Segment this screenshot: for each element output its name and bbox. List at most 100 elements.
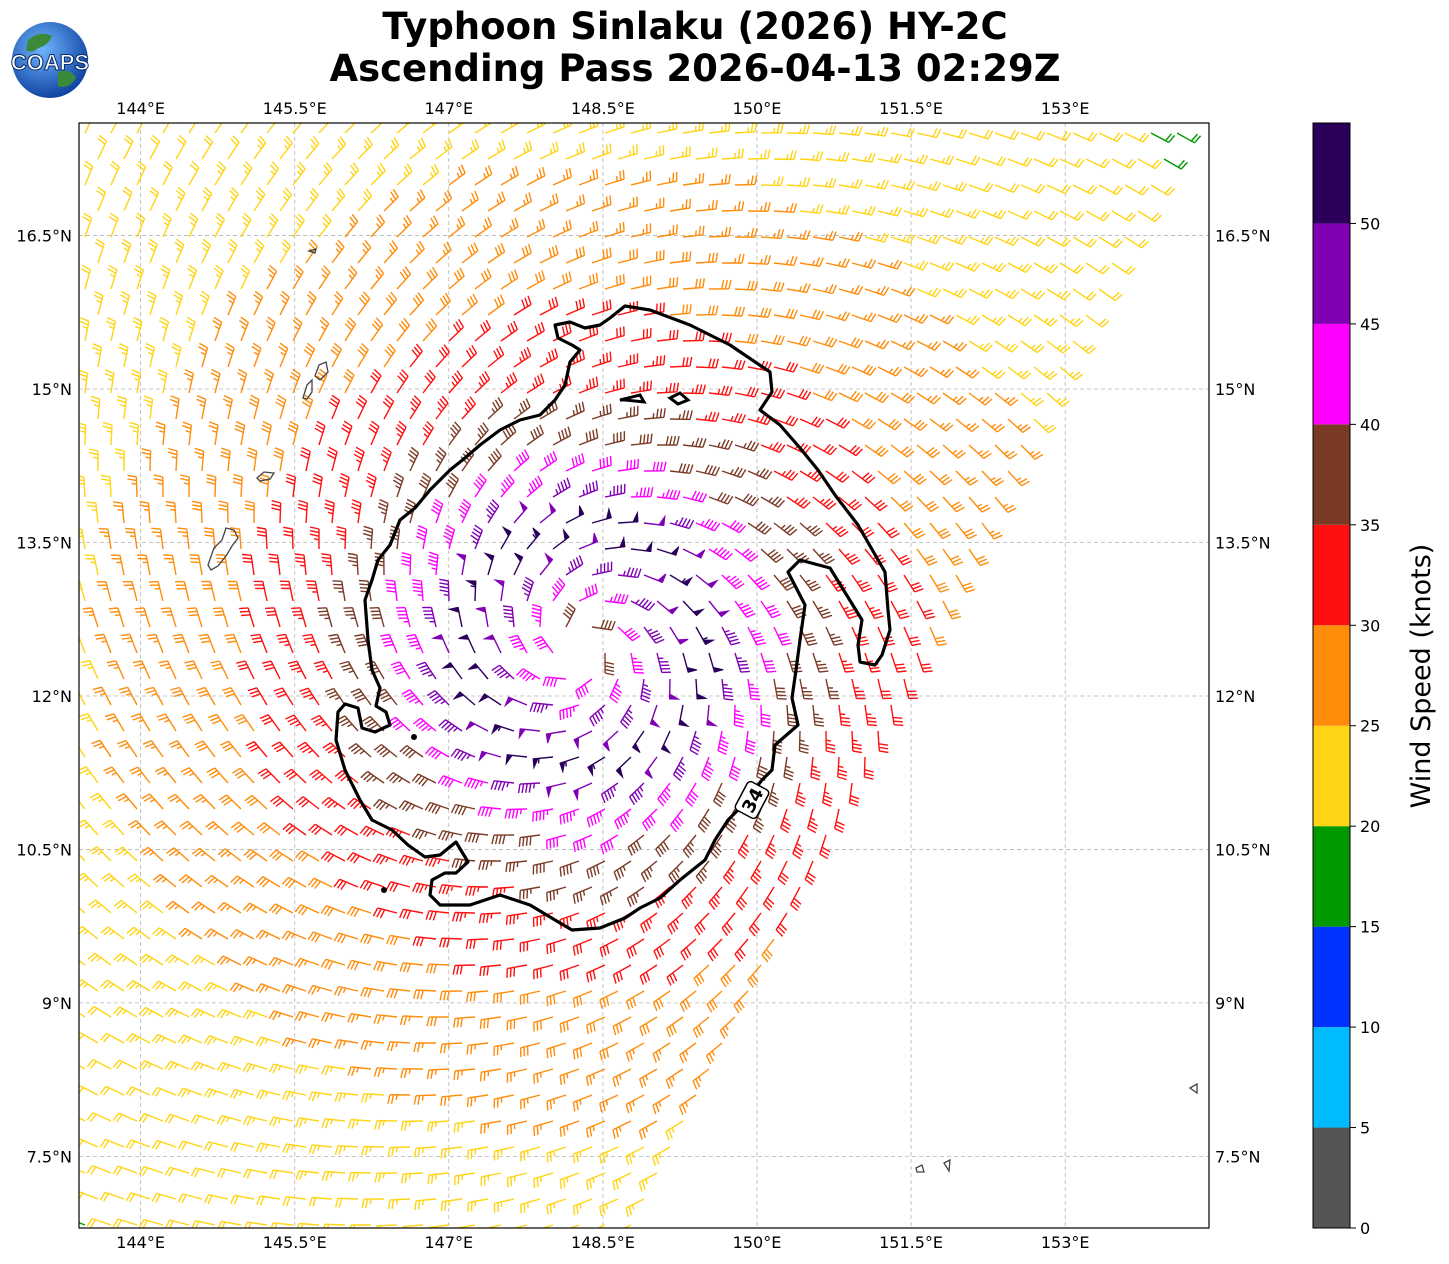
wind-barb	[578, 168, 599, 186]
wind-barb	[87, 1005, 112, 1018]
wind-barb	[955, 314, 981, 326]
wind-barb	[269, 849, 294, 862]
wind-barb	[177, 527, 190, 550]
wind-barb	[734, 652, 751, 673]
wind-barb	[903, 207, 929, 218]
wind-barb	[303, 342, 316, 368]
wind-barb	[625, 1042, 645, 1062]
wind-barb	[79, 1064, 86, 1070]
wind-barb	[838, 548, 861, 565]
wind-barb	[604, 221, 625, 238]
wind-barb	[838, 337, 864, 349]
wind-barb	[942, 548, 964, 567]
wind-barb	[439, 1042, 463, 1054]
wind-barb	[666, 1016, 684, 1038]
wind-barb	[890, 444, 915, 458]
wind-barb	[1007, 470, 1030, 487]
wind-barb	[187, 264, 198, 290]
wind-barb	[214, 123, 223, 134]
wind-barb	[487, 397, 504, 420]
wind-barb	[279, 238, 292, 264]
wind-barb	[747, 521, 772, 535]
wind-barb	[838, 652, 855, 673]
wind-barb	[164, 1060, 190, 1071]
wind-barb	[798, 730, 809, 754]
wind-barb	[695, 147, 718, 160]
wind-barb	[493, 1198, 515, 1213]
wind-barb	[94, 238, 105, 264]
wind-barb	[773, 308, 798, 320]
island-saipan	[314, 361, 329, 381]
wind-barb	[474, 123, 493, 134]
island-islet-3	[943, 1158, 951, 1173]
wind-barb	[708, 279, 732, 290]
island-anatahan	[306, 248, 317, 254]
wind-barb	[461, 293, 478, 316]
wind-barb	[513, 192, 533, 212]
wind-barb	[435, 189, 453, 212]
wind-barb	[586, 808, 606, 828]
wind-barb	[204, 874, 229, 888]
wind-barb	[414, 1198, 437, 1211]
wind-barb	[864, 704, 878, 727]
wind-barb	[559, 704, 580, 721]
wind-barb	[1059, 366, 1084, 381]
wind-barb	[94, 633, 112, 654]
wind-barb	[395, 420, 407, 446]
lat-tick-right: 15°N	[1215, 380, 1255, 399]
wind-barb	[201, 238, 212, 264]
wind-barb	[1059, 157, 1085, 168]
island-tinian	[302, 378, 313, 400]
wind-barb	[1020, 183, 1046, 194]
wind-barb	[113, 899, 138, 914]
wind-barb	[398, 854, 424, 866]
wind-barb	[493, 990, 515, 1004]
wind-barb-flag	[632, 742, 641, 754]
wind-barb	[203, 1141, 229, 1152]
wind-barb-flag	[587, 763, 594, 778]
wind-barb	[396, 317, 411, 342]
wind-barb	[807, 808, 819, 834]
wind-barb	[294, 904, 320, 916]
wind-barb	[412, 717, 437, 732]
wind-barb	[448, 123, 465, 134]
wind-barb	[546, 834, 567, 850]
wind-barb	[491, 834, 515, 845]
wind-barb	[903, 418, 928, 431]
wind-barb	[154, 766, 177, 784]
wind-barb	[851, 258, 877, 269]
wind-barb	[480, 1068, 502, 1082]
wind-barb	[505, 860, 528, 873]
wind-barb	[383, 291, 398, 316]
colorbar-cell	[1313, 323, 1350, 425]
wind-barb	[627, 834, 645, 856]
wind-barb	[812, 443, 838, 456]
wind-barb	[994, 183, 1020, 194]
wind-barb	[1072, 131, 1098, 142]
wind-barb	[721, 201, 745, 212]
wind-barb	[302, 633, 320, 654]
wind-barb	[201, 135, 214, 160]
wind-barb	[170, 686, 190, 706]
wind-barb	[812, 496, 837, 510]
wind-barb	[453, 1120, 476, 1133]
wind-barb	[253, 580, 268, 602]
wind-barb	[177, 1087, 203, 1098]
wind-barb	[916, 600, 936, 620]
wind-barb	[760, 281, 785, 292]
wind-barb	[604, 483, 626, 498]
wind-barb	[542, 676, 567, 688]
wind-barb	[409, 292, 425, 316]
wind-barb	[629, 782, 645, 806]
wind-barb	[500, 474, 515, 498]
wind-barb	[279, 135, 293, 160]
colorbar-cell	[1313, 223, 1350, 324]
wind-barb	[162, 123, 170, 134]
wind-barb	[373, 743, 398, 758]
wind-barb	[487, 294, 505, 316]
wind-barb	[152, 873, 177, 888]
wind-barb	[82, 607, 99, 628]
wind-barb	[682, 331, 706, 342]
wind-barb	[151, 1192, 177, 1203]
